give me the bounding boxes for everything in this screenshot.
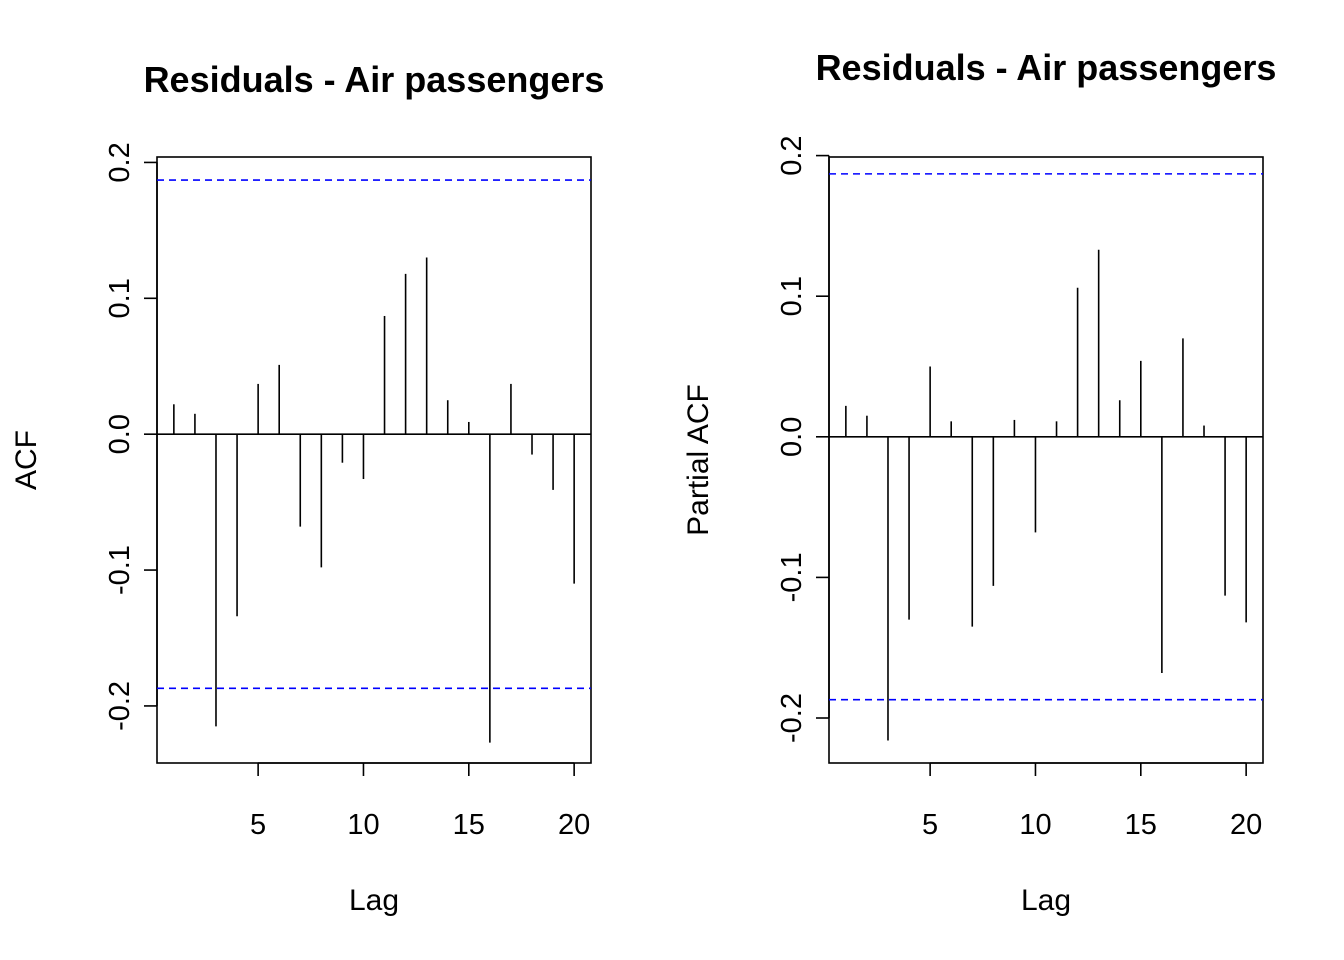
acf-x-tick-label: 20: [558, 809, 590, 841]
acf-x-tick-label: 5: [250, 809, 266, 841]
pacf-y-tick-label: 0.1: [776, 276, 808, 316]
pacf-x-tick-label: 20: [1230, 809, 1262, 841]
pacf-x-tick-label: 15: [1125, 809, 1157, 841]
acf-y-tick-label: 0.0: [104, 414, 136, 454]
acf-x-axis: 5 10 15 20: [250, 762, 590, 841]
acf-x-tick-label: 10: [347, 809, 379, 841]
acf-panel: Residuals - Air passengers -0.2 -0.1 0.0 0.…: [10, 59, 604, 917]
pacf-x-tick-label: 5: [922, 809, 938, 841]
acf-y-tick-label: -0.2: [104, 681, 136, 731]
acf-x-axis-title: Lag: [349, 884, 399, 917]
acf-spikes: [157, 257, 591, 743]
pacf-y-axis: -0.2 -0.1 0.0 0.1 0.2: [776, 135, 830, 743]
acf-x-tick-label: 15: [453, 809, 485, 841]
pacf-y-tick-label: 0.0: [776, 417, 808, 457]
pacf-plot-frame: [828, 156, 1264, 764]
acf-y-tick-label: 0.2: [104, 142, 136, 182]
acf-y-tick-label: 0.1: [104, 278, 136, 318]
acf-confidence-bounds: [157, 179, 591, 690]
pacf-panel-title: Residuals - Air passengers: [816, 47, 1277, 88]
acf-plot-frame: [156, 156, 592, 764]
acf-y-tick-label: -0.1: [104, 545, 136, 595]
pacf-y-axis-title: Partial ACF: [682, 384, 715, 536]
pacf-x-tick-label: 10: [1019, 809, 1051, 841]
pacf-y-tick-label: -0.2: [776, 693, 808, 743]
pacf-x-axis: 5 10 15 20: [922, 762, 1262, 841]
pacf-x-axis-title: Lag: [1021, 884, 1071, 917]
pacf-spikes: [829, 249, 1263, 741]
pacf-y-tick-label: -0.1: [776, 552, 808, 602]
acf-panel-title: Residuals - Air passengers: [144, 59, 605, 100]
pacf-confidence-bounds: [829, 173, 1263, 701]
acf-y-axis: -0.2 -0.1 0.0 0.1 0.2: [104, 142, 158, 731]
pacf-panel: Residuals - Air passengers -0.2 -0.1 0.0 0.…: [682, 47, 1276, 917]
pacf-y-tick-label: 0.2: [776, 135, 808, 175]
acf-y-axis-title: ACF: [10, 430, 43, 490]
